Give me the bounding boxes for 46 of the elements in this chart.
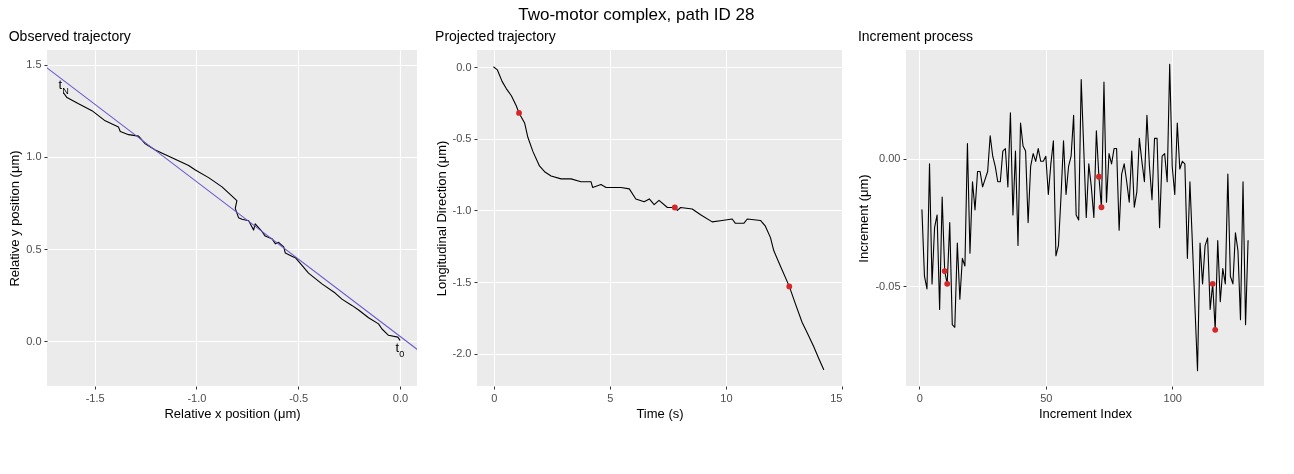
y-tick-label: -0.05	[875, 279, 901, 292]
x-axis-title: Relative x position (μm)	[164, 405, 301, 421]
y-tick-label: 0.5	[26, 242, 42, 255]
y-axis-title: Longitudinal Direction (μm)	[433, 140, 449, 297]
y-tick-label: -1.0	[452, 203, 472, 216]
y-tick-label: -0.5	[452, 132, 472, 145]
annotation: t$_{N}$	[58, 76, 69, 96]
x-tick-label: -1.5	[85, 391, 105, 404]
x-tick-label: 5	[607, 391, 614, 404]
line-series	[63, 92, 401, 341]
point	[1212, 326, 1219, 333]
y-tick-label: 0.00	[879, 152, 901, 165]
chart-title: Observed trajectory	[8, 28, 131, 44]
point	[1095, 173, 1102, 180]
line-series	[493, 66, 825, 371]
chart-title: Increment process	[857, 28, 974, 44]
chart-title: Projected trajectory	[435, 28, 556, 44]
point	[671, 204, 678, 211]
y-axis-title: Increment (μm)	[856, 174, 872, 263]
y-tick-label: 0.0	[456, 60, 472, 73]
annotation: t$_{0}$	[395, 340, 405, 360]
y-tick-label: 1.5	[26, 58, 42, 71]
x-tick-label: 100	[1163, 391, 1182, 404]
x-tick-label: -0.5	[289, 391, 309, 404]
x-axis-title: Time (s)	[636, 405, 684, 421]
point	[941, 268, 948, 275]
y-tick-label: -2.0	[452, 347, 472, 360]
point	[1098, 204, 1105, 211]
x-tick-label: 15	[830, 391, 843, 404]
line-series	[921, 63, 1249, 372]
y-tick-label: 1.0	[26, 150, 42, 163]
x-tick-label: 50	[1040, 391, 1053, 404]
point	[944, 280, 951, 287]
x-tick-label: 0	[491, 391, 498, 404]
x-axis-title: Increment Index	[1038, 405, 1133, 421]
point	[786, 283, 793, 290]
x-tick-label: 0.0	[392, 391, 409, 404]
text: Two-motor complex, path ID 28	[518, 5, 755, 24]
x-tick-label: -1.0	[187, 391, 207, 404]
x-tick-label: 0	[916, 391, 923, 404]
point	[1209, 280, 1216, 287]
y-tick-label: 0.0	[26, 334, 42, 347]
y-tick-label: -1.5	[452, 275, 472, 288]
point	[516, 110, 522, 116]
x-tick-label: 10	[720, 391, 733, 404]
y-axis-title: Relative y position (μm)	[7, 150, 23, 287]
